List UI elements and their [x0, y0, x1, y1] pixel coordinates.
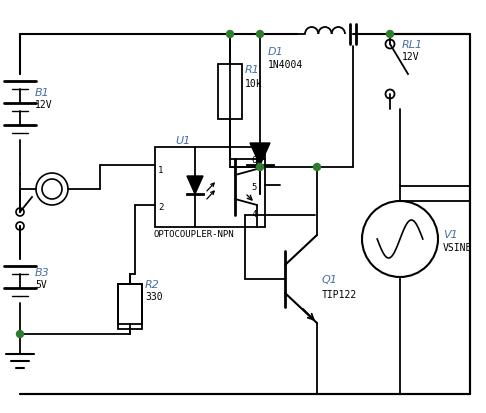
Text: Q1: Q1 — [322, 274, 338, 284]
Bar — [218, 65, 242, 120]
Circle shape — [257, 31, 263, 38]
Text: B3: B3 — [35, 267, 50, 277]
Text: 5: 5 — [251, 183, 257, 192]
Circle shape — [386, 31, 394, 38]
Text: U1: U1 — [175, 136, 190, 146]
Text: TIP122: TIP122 — [322, 289, 357, 299]
Text: R1: R1 — [245, 65, 260, 75]
Circle shape — [17, 331, 23, 338]
Bar — [118, 284, 142, 324]
Text: B1: B1 — [35, 88, 50, 98]
Polygon shape — [250, 144, 270, 166]
Text: R2: R2 — [145, 279, 160, 289]
Text: D1: D1 — [268, 47, 284, 57]
Polygon shape — [187, 177, 203, 195]
Text: 1N4004: 1N4004 — [268, 60, 303, 70]
Text: V1: V1 — [443, 230, 458, 240]
Text: 6: 6 — [251, 156, 257, 165]
Text: RL1: RL1 — [402, 40, 423, 50]
Text: 330: 330 — [145, 291, 163, 301]
Circle shape — [226, 31, 233, 38]
Text: 12V: 12V — [35, 100, 52, 110]
Bar — [155, 147, 265, 228]
Bar — [118, 284, 142, 329]
Circle shape — [257, 164, 263, 171]
Circle shape — [313, 164, 320, 171]
Text: VSINE: VSINE — [443, 242, 472, 252]
Text: 2: 2 — [158, 202, 163, 211]
Text: 4: 4 — [251, 209, 257, 218]
Text: 12V: 12V — [402, 52, 419, 62]
Text: OPTOCOUPLER-NPN: OPTOCOUPLER-NPN — [153, 230, 234, 238]
Text: 10k: 10k — [245, 79, 262, 89]
Text: 5V: 5V — [35, 279, 47, 289]
Text: 1: 1 — [158, 166, 163, 175]
